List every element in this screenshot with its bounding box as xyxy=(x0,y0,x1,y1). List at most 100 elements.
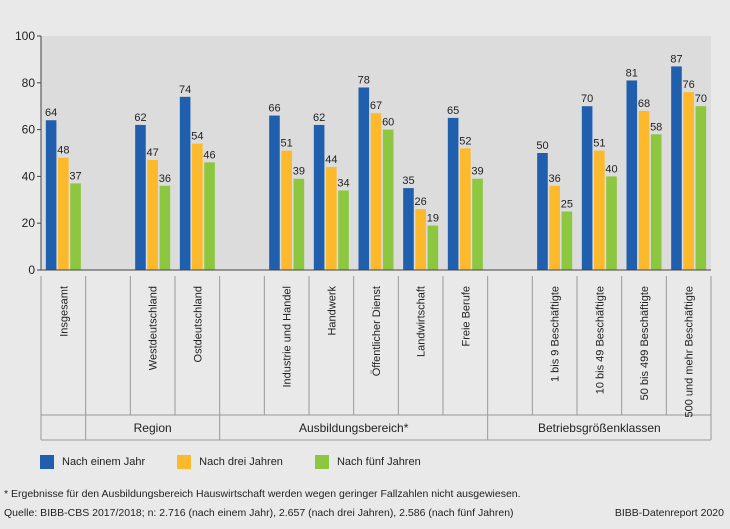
y-tick-label: 20 xyxy=(22,216,36,230)
data-label: 68 xyxy=(638,98,650,110)
category-label-freie-berufe: Freie Berufe xyxy=(460,286,472,347)
data-label: 76 xyxy=(683,79,695,91)
bar-nach-fuenf-jahren-1-bis-9-beschaeftigte xyxy=(561,211,573,270)
legend-item-three-years: Nach drei Jahren xyxy=(177,455,283,469)
bar-nach-einem-jahr-westdeutschland xyxy=(135,124,146,270)
data-label: 62 xyxy=(313,112,325,124)
bar-nach-fuenf-jahren-50-bis-499-beschaeftigte xyxy=(650,134,662,270)
data-label: 36 xyxy=(549,173,561,185)
bar-nach-drei-jahren-1-bis-9-beschaeftigte xyxy=(549,185,560,270)
legend-swatch-one-year xyxy=(40,455,54,469)
bar-nach-fuenf-jahren-industrie-und-handel xyxy=(293,178,305,270)
bar-nach-fuenf-jahren-westdeutschland xyxy=(159,185,171,270)
data-label: 58 xyxy=(650,121,662,133)
y-tick-label: 100 xyxy=(15,29,35,43)
bar-nach-drei-jahren-10-bis-49-beschaeftigte xyxy=(594,150,605,270)
group-label-region: Region xyxy=(134,421,172,435)
data-label: 39 xyxy=(471,166,483,178)
bar-nach-drei-jahren-500-und-mehr-beschaeftigte xyxy=(683,92,694,270)
data-label: 87 xyxy=(670,53,682,65)
bar-nach-einem-jahr-handwerk xyxy=(313,124,325,270)
data-label: 52 xyxy=(459,135,471,147)
bar-nach-fuenf-jahren-10-bis-49-beschaeftigte xyxy=(606,176,617,270)
y-tick-label: 60 xyxy=(22,123,36,137)
data-label: 65 xyxy=(447,105,459,117)
bar-nach-drei-jahren-freie-berufe xyxy=(460,148,471,270)
category-label-10-bis-49-beschaeftigte: 10 bis 49 Beschäftigte xyxy=(594,286,606,394)
legend-item-five-years: Nach fünf Jahren xyxy=(314,455,421,469)
legend-label-one-year: Nach einem Jahr xyxy=(62,456,146,468)
bar-nach-fuenf-jahren-handwerk xyxy=(338,190,349,270)
data-label: 26 xyxy=(415,196,427,208)
data-label: 78 xyxy=(358,74,370,86)
data-label: 51 xyxy=(281,138,293,150)
bar-nach-drei-jahren-insgesamt xyxy=(58,157,69,270)
data-label: 66 xyxy=(268,103,280,115)
category-label-oeffentlicher-dienst: Öffentlicher Dienst xyxy=(371,286,383,376)
category-label-insgesamt: Insgesamt xyxy=(58,286,70,337)
bar-nach-einem-jahr-insgesamt xyxy=(45,120,57,271)
bar-nach-drei-jahren-industrie-und-handel xyxy=(281,150,292,270)
bar-nach-einem-jahr-10-bis-49-beschaeftigte xyxy=(581,106,593,270)
data-label: 40 xyxy=(605,163,617,175)
legend: Nach einem Jahr Nach drei Jahren Nach fü… xyxy=(40,455,421,469)
data-label: 47 xyxy=(147,147,159,159)
source-note: Quelle: BIBB-CBS 2017/2018; n: 2.716 (na… xyxy=(4,507,514,519)
bar-nach-fuenf-jahren-insgesamt xyxy=(70,183,81,270)
category-label-1-bis-9-beschaeftigte: 1 bis 9 Beschäftigte xyxy=(550,286,562,382)
data-label: 39 xyxy=(293,166,305,178)
category-label-landwirtschaft: Landwirtschaft xyxy=(416,286,428,357)
data-label: 81 xyxy=(626,67,638,79)
data-label: 74 xyxy=(179,84,191,96)
bar-nach-drei-jahren-oeffentlicher-dienst xyxy=(370,113,382,270)
bar-nach-einem-jahr-landwirtschaft xyxy=(403,188,414,270)
bar-nach-fuenf-jahren-landwirtschaft xyxy=(427,225,439,270)
data-label: 50 xyxy=(536,140,548,152)
report-credit: BIBB-Datenreport 2020 xyxy=(614,507,724,519)
bar-nach-fuenf-jahren-oeffentlicher-dienst xyxy=(382,129,394,270)
bar-nach-einem-jahr-industrie-und-handel xyxy=(269,115,280,270)
bar-nach-einem-jahr-1-bis-9-beschaeftigte xyxy=(537,153,548,270)
bar-nach-drei-jahren-ostdeutschland xyxy=(192,143,203,270)
category-label-handwerk: Handwerk xyxy=(326,286,338,336)
data-label: 25 xyxy=(561,199,573,211)
bar-nach-einem-jahr-oeffentlicher-dienst xyxy=(358,87,370,270)
data-label: 67 xyxy=(370,100,382,112)
bar-nach-fuenf-jahren-freie-berufe xyxy=(472,178,483,270)
bar-nach-fuenf-jahren-ostdeutschland xyxy=(204,162,215,270)
data-label: 60 xyxy=(382,117,394,129)
legend-swatch-five-years xyxy=(314,455,329,469)
data-label: 36 xyxy=(159,173,171,185)
data-label: 70 xyxy=(581,93,593,105)
data-label: 35 xyxy=(402,175,414,187)
data-label: 19 xyxy=(427,213,439,225)
category-label-industrie-und-handel: Industrie und Handel xyxy=(282,286,294,388)
category-label-ostdeutschland: Ostdeutschland xyxy=(192,286,204,362)
bar-nach-fuenf-jahren-500-und-mehr-beschaeftigte xyxy=(695,106,707,270)
bar-nach-drei-jahren-westdeutschland xyxy=(147,160,158,270)
data-label: 48 xyxy=(57,145,69,157)
bar-nach-einem-jahr-ostdeutschland xyxy=(179,96,191,270)
legend-swatch-three-years xyxy=(177,455,192,469)
y-tick-label: 0 xyxy=(28,263,35,277)
bar-nach-einem-jahr-freie-berufe xyxy=(447,117,459,271)
legend-label-three-years: Nach drei Jahren xyxy=(199,456,283,468)
data-label: 70 xyxy=(695,93,707,105)
bar-nach-einem-jahr-500-und-mehr-beschaeftigte xyxy=(671,66,682,270)
bar-nach-drei-jahren-50-bis-499-beschaeftigte xyxy=(638,110,650,270)
data-label: 46 xyxy=(203,149,215,161)
category-label-500-und-mehr-beschaeftigte: 500 und mehr Beschäftigte xyxy=(684,286,696,417)
category-label-50-bis-499-beschaeftigte: 50 bis 499 Beschäftigte xyxy=(639,286,651,400)
data-label: 54 xyxy=(191,131,203,143)
bar-nach-drei-jahren-handwerk xyxy=(326,167,337,270)
group-label-ausbildungsbereich: Ausbildungsbereich* xyxy=(299,421,409,435)
data-label: 64 xyxy=(45,107,57,119)
group-label-betriebsgroessenklassen: Betriebsgrößenklassen xyxy=(538,421,661,435)
category-label-westdeutschland: Westdeutschland xyxy=(148,286,160,370)
y-tick-label: 80 xyxy=(22,76,36,90)
data-label: 34 xyxy=(337,177,349,189)
data-label: 37 xyxy=(69,170,81,182)
footnote: * Ergebnisse für den Ausbildungsbereich … xyxy=(4,488,521,500)
y-tick-label: 40 xyxy=(22,169,36,183)
